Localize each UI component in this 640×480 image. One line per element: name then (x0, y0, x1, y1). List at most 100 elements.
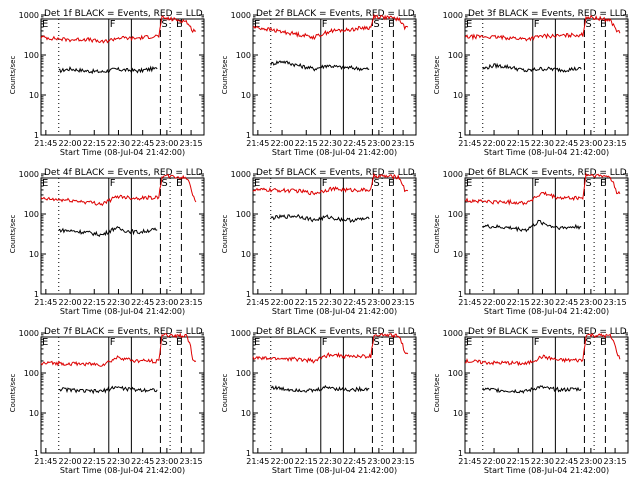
y-tick-label: 1000 (19, 170, 39, 179)
x-tick-label: 21:45 (34, 298, 57, 307)
y-axis-label: Counts/sec (433, 374, 441, 413)
region-label: S (161, 19, 167, 30)
region-label: S (585, 178, 591, 189)
x-tick-label: 22:45 (131, 298, 154, 307)
plot-frame (252, 177, 417, 295)
x-tick-label: 22:00 (59, 139, 82, 148)
y-tick-label: 10 (453, 250, 463, 259)
region-label: E (42, 178, 48, 189)
events-series-line (482, 219, 582, 233)
region-label: E (600, 19, 606, 30)
x-tick-label: 21:45 (458, 139, 481, 148)
region-label: S (161, 337, 167, 348)
x-axis-label: Start Time (08-Jul-04 21:42:00) (60, 307, 185, 316)
x-tick-label: 23:15 (392, 298, 415, 307)
x-tick-label: 22:15 (295, 457, 318, 466)
region-label: E (254, 178, 260, 189)
x-tick-label: 23:15 (180, 298, 203, 307)
x-tick-label: 22:45 (555, 139, 578, 148)
plot-frame (40, 177, 205, 295)
y-tick-label: 1 (458, 290, 463, 299)
region-label: E (254, 337, 260, 348)
region-label: F (322, 178, 328, 189)
plot-frame (40, 18, 205, 136)
region-label: E (42, 337, 48, 348)
x-tick-label: 22:15 (83, 457, 106, 466)
x-axis-label: Start Time (08-Jul-04 21:42:00) (60, 148, 185, 157)
region-label: F (110, 19, 116, 30)
x-tick-label: 22:15 (295, 298, 318, 307)
x-tick-label: 21:45 (246, 457, 269, 466)
x-tick-label: 23:15 (392, 457, 415, 466)
events-series-line (270, 213, 370, 223)
events-series-line (270, 60, 370, 72)
detector-panel-4: Det 4f BLACK = Events, RED = LLD 1 10 100 10… (9, 168, 205, 316)
x-tick-label: 22:30 (107, 139, 130, 148)
events-series-line (482, 385, 582, 394)
x-tick-label: 22:45 (555, 298, 578, 307)
x-tick-label: 21:45 (458, 457, 481, 466)
y-tick-label: 1000 (443, 11, 463, 20)
y-tick-label: 10 (29, 91, 39, 100)
y-tick-label: 100 (24, 210, 39, 219)
y-tick-label: 1 (246, 131, 251, 140)
x-tick-label: 22:00 (271, 298, 294, 307)
x-axis-label: Start Time (08-Jul-04 21:42:00) (272, 148, 397, 157)
x-tick-label: 22:45 (343, 139, 366, 148)
x-tick-label: 23:00 (579, 457, 602, 466)
y-axis-label: Counts/sec (221, 56, 229, 95)
x-tick-label: 23:15 (604, 457, 627, 466)
detector-panel-6: Det 6f BLACK = Events, RED = LLD 1 10 100 10… (433, 168, 629, 316)
x-tick-label: 22:45 (131, 139, 154, 148)
x-tick-label: 23:15 (180, 139, 203, 148)
panel-title: Det 6f BLACK = Events, RED = LLD (468, 168, 627, 178)
panel-title: Det 3f BLACK = Events, RED = LLD (468, 9, 627, 19)
y-tick-label: 10 (241, 409, 251, 418)
y-tick-label: 10 (453, 91, 463, 100)
y-tick-label: 100 (236, 369, 251, 378)
x-tick-label: 22:30 (531, 298, 554, 307)
x-tick-label: 22:30 (107, 457, 130, 466)
y-tick-label: 100 (448, 51, 463, 60)
y-axis-label: Counts/sec (9, 215, 17, 254)
x-tick-label: 21:45 (246, 139, 269, 148)
x-tick-label: 22:45 (343, 298, 366, 307)
panel-title: Det 9f BLACK = Events, RED = LLD (468, 327, 627, 337)
detector-panel-9: Det 9f BLACK = Events, RED = LLD 1 10 100 10… (433, 327, 629, 475)
x-tick-label: 22:30 (531, 139, 554, 148)
x-axis-label: Start Time (08-Jul-04 21:42:00) (484, 307, 609, 316)
y-tick-label: 100 (448, 210, 463, 219)
panel-title: Det 1f BLACK = Events, RED = LLD (44, 9, 203, 19)
x-tick-label: 23:00 (579, 298, 602, 307)
y-tick-label: 10 (241, 91, 251, 100)
plot-frame (40, 336, 205, 454)
x-tick-label: 23:00 (155, 457, 178, 466)
region-label: F (110, 178, 116, 189)
x-tick-label: 23:15 (604, 139, 627, 148)
lld-series-line (465, 332, 621, 367)
region-label: E (466, 19, 472, 30)
y-tick-label: 100 (448, 369, 463, 378)
region-label: S (161, 178, 167, 189)
events-series-line (482, 62, 582, 73)
x-tick-label: 22:15 (295, 139, 318, 148)
region-label: S (373, 178, 379, 189)
y-axis-label: Counts/sec (9, 56, 17, 95)
y-tick-label: 1000 (19, 11, 39, 20)
panel-title: Det 8f BLACK = Events, RED = LLD (256, 327, 415, 337)
y-axis-label: Counts/sec (9, 374, 17, 413)
region-label: S (373, 19, 379, 30)
plot-frame (252, 336, 417, 454)
y-tick-label: 1 (246, 290, 251, 299)
y-axis-label: Counts/sec (433, 56, 441, 95)
x-tick-label: 22:45 (131, 457, 154, 466)
region-label: F (322, 337, 328, 348)
lld-series-line (252, 13, 409, 41)
region-label: S (373, 337, 379, 348)
x-tick-label: 22:00 (483, 139, 506, 148)
y-tick-label: 100 (236, 210, 251, 219)
x-tick-label: 22:00 (483, 457, 506, 466)
y-tick-label: 1 (458, 131, 463, 140)
y-tick-label: 10 (29, 250, 39, 259)
